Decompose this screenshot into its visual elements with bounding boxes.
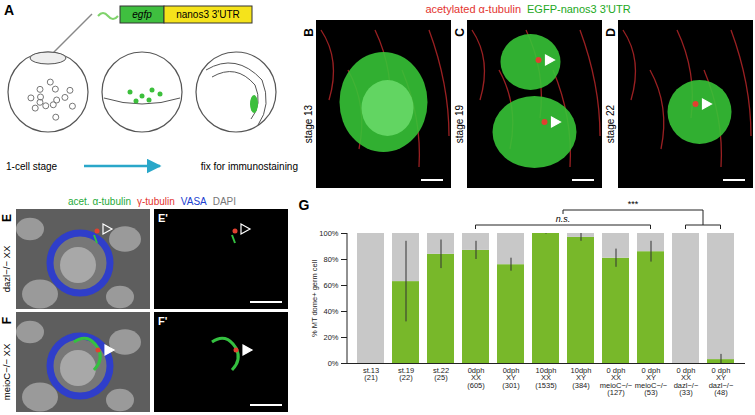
- svg-text:fix for immunostaining: fix for immunostaining: [201, 161, 298, 172]
- svg-text:nanos3 3'UTR: nanos3 3'UTR: [176, 9, 240, 20]
- svg-text:0%: 0%: [328, 359, 339, 368]
- svg-text:D: D: [604, 28, 618, 37]
- svg-text:100%: 100%: [319, 229, 339, 238]
- svg-text:10dphXY(384): 10dphXY(384): [571, 366, 592, 390]
- svg-text:0dphXX(605): 0dphXX(605): [467, 366, 485, 390]
- svg-text:st.22(25): st.22(25): [433, 366, 449, 383]
- svg-text:1-cell stage: 1-cell stage: [6, 161, 58, 172]
- svg-text:G: G: [299, 197, 310, 213]
- svg-text:B: B: [302, 28, 316, 37]
- svg-text:20%: 20%: [323, 333, 338, 342]
- svg-text:stage 22: stage 22: [605, 104, 616, 143]
- svg-text:% MT dome+ germ cell: % MT dome+ germ cell: [310, 260, 319, 338]
- svg-text:0 dphXYdazl−/−(48): 0 dphXYdazl−/−(48): [709, 366, 734, 398]
- svg-text:0dphXY(301): 0dphXY(301): [502, 366, 520, 390]
- svg-text:n.s.: n.s.: [556, 214, 571, 224]
- svg-text:stage 19: stage 19: [454, 104, 465, 143]
- svg-text:st.19(22): st.19(22): [398, 366, 414, 383]
- svg-text:60%: 60%: [323, 281, 338, 290]
- svg-text:40%: 40%: [323, 307, 338, 316]
- svg-text:egfp: egfp: [132, 9, 152, 20]
- svg-text:***: ***: [628, 199, 639, 209]
- svg-text:stage 13: stage 13: [303, 104, 314, 143]
- svg-text:C: C: [453, 28, 467, 37]
- svg-text:acetylated α-tubulinEGFP-nanos: acetylated α-tubulinEGFP-nanos3 3'UTR: [425, 3, 630, 15]
- svg-text:dazl−/− XX: dazl−/− XX: [1, 245, 12, 292]
- svg-text:acet. α-tubulinγ-tubulinVASADA: acet. α-tubulinγ-tubulinVASADAPI: [68, 196, 236, 207]
- svg-text:meioC−/− XX: meioC−/− XX: [1, 343, 12, 400]
- svg-text:A: A: [4, 2, 14, 18]
- svg-text:0 dphXYmeioC−/−(53): 0 dphXYmeioC−/−(53): [635, 366, 668, 398]
- svg-text:E: E: [0, 214, 14, 222]
- svg-text:0 dphXXmeioC−/−(127): 0 dphXXmeioC−/−(127): [600, 366, 633, 398]
- svg-text:0 dphXXdazl−/−(33): 0 dphXXdazl−/−(33): [674, 366, 699, 398]
- svg-text:F: F: [0, 317, 14, 324]
- svg-text:st.13(21): st.13(21): [363, 366, 379, 383]
- svg-text:10dphXX(1535): 10dphXX(1535): [535, 366, 557, 390]
- svg-text:80%: 80%: [323, 255, 338, 264]
- svg-text:E': E': [158, 212, 168, 224]
- svg-text:F': F': [158, 315, 168, 327]
